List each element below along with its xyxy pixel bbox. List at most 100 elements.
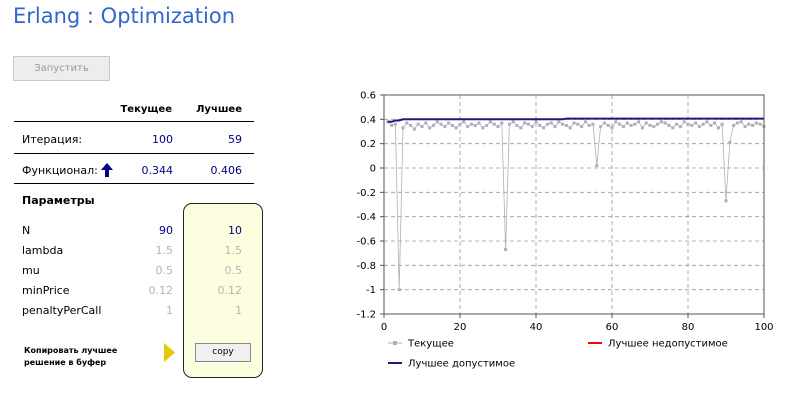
legend-best-infeasible-label[interactable]: Лучшее недопустимое	[608, 339, 728, 350]
column-header-current: Текущее	[120, 104, 172, 115]
series-current-point	[637, 120, 641, 124]
series-current-point	[511, 120, 515, 124]
series-current-point	[576, 122, 580, 126]
series-current-point	[504, 248, 508, 252]
series-current-point	[614, 120, 618, 124]
series-current-point	[553, 125, 557, 129]
series-current-point	[507, 122, 511, 126]
column-header-best: Лучшее	[196, 104, 242, 115]
series-current-point	[606, 123, 610, 127]
series-current-point	[454, 126, 458, 130]
y-tick-label: -1.2	[356, 310, 376, 321]
series-current-point	[758, 122, 762, 126]
series-current-point	[751, 123, 755, 127]
y-tick-label: -1	[366, 285, 376, 296]
series-current-point	[409, 123, 413, 127]
series-current-point	[500, 121, 504, 125]
y-tick-label: 0.6	[360, 91, 376, 102]
series-current-point	[640, 126, 644, 130]
series-current-point	[709, 123, 713, 127]
series-current-point	[492, 122, 496, 126]
series-current-point	[405, 121, 409, 125]
params-title: Параметры	[22, 194, 95, 207]
param-best-mu: 0.5	[224, 264, 243, 277]
series-current-point	[625, 121, 629, 125]
y-tick-label: -0.4	[356, 212, 376, 223]
chart-legend[interactable]: Текущее Лучшее недопустимое Лучшее допусти…	[388, 339, 728, 370]
arrow-up-icon[interactable]	[101, 163, 113, 177]
series-current-point	[572, 121, 576, 125]
legend-current-label[interactable]: Текущее	[407, 339, 454, 350]
table-divider	[14, 153, 254, 154]
series-current-point	[519, 126, 523, 130]
series-current-point	[386, 120, 390, 124]
series-current-point	[648, 123, 652, 127]
iteration-label: Итерация:	[22, 133, 83, 146]
y-tick-label: 0.2	[360, 139, 376, 150]
chart-series	[386, 117, 766, 292]
series-current-point	[621, 125, 625, 129]
series-current-point	[701, 122, 705, 126]
copy-hint: Копировать лучшее решение в буфер	[24, 345, 117, 369]
series-current-point	[583, 120, 587, 124]
param-best-minprice: 0.12	[217, 284, 243, 297]
series-current-point	[629, 123, 633, 127]
series-current-point	[397, 288, 401, 292]
legend-best-feasible-label[interactable]: Лучшее допустимое	[408, 359, 515, 370]
series-current-point	[469, 122, 473, 126]
copy-hint-line2: решение в буфер	[24, 358, 107, 367]
series-current-point	[447, 121, 451, 125]
series-current-point	[587, 123, 591, 127]
series-current-point	[530, 125, 534, 129]
series-current-point	[686, 122, 690, 126]
series-current-point	[545, 122, 549, 126]
series-current-point	[682, 120, 686, 124]
series-current-point	[443, 125, 447, 129]
series-current-point	[458, 122, 462, 126]
param-current-mu: 0.5	[155, 264, 174, 277]
series-current-point	[599, 125, 603, 129]
series-current-point	[416, 122, 420, 126]
series-current-point	[485, 123, 489, 127]
series-current-point	[671, 126, 675, 130]
y-tick-label: -0.2	[356, 188, 376, 199]
series-current-point	[515, 123, 519, 127]
series-current-point	[663, 121, 667, 125]
legend-current-marker	[393, 341, 397, 345]
series-current-point	[754, 121, 758, 125]
series-current-point	[705, 120, 709, 124]
series-current-point	[732, 123, 736, 127]
series-current-point	[412, 127, 416, 131]
series-current-point	[735, 121, 739, 125]
series-current-point	[595, 164, 599, 168]
series-current-point	[393, 122, 397, 126]
series-current-point	[435, 120, 439, 124]
series-current-point	[652, 125, 656, 129]
y-tick-label: 0	[370, 164, 376, 175]
series-current-point	[431, 123, 435, 127]
param-name-penaltypercall: penaltyPerCall	[22, 304, 102, 317]
param-best-lambda: 1.5	[224, 244, 243, 257]
series-current-point	[401, 126, 405, 130]
series-current-point	[591, 122, 595, 126]
series-current-point	[720, 122, 724, 126]
y-tick-label: 0.4	[360, 115, 376, 126]
series-current-point	[739, 120, 743, 124]
param-best-n: 10	[228, 224, 242, 237]
series-current-point	[602, 121, 606, 125]
copy-button[interactable]: copy	[195, 343, 251, 362]
series-current-point	[481, 126, 485, 130]
y-tick-label: -0.8	[356, 261, 376, 272]
table-divider	[14, 183, 254, 184]
run-button[interactable]: Запустить	[13, 56, 110, 81]
series-current-point	[667, 123, 671, 127]
param-current-n: 90	[159, 224, 173, 237]
series-current-point	[424, 121, 428, 125]
functional-current-value: 0.344	[141, 164, 174, 177]
plot-frame	[383, 94, 765, 315]
x-tick-label: 40	[530, 322, 543, 333]
series-current-point	[450, 123, 454, 127]
series-current-point	[724, 199, 728, 203]
series-current-point	[697, 125, 701, 129]
series-current-point	[659, 120, 663, 124]
